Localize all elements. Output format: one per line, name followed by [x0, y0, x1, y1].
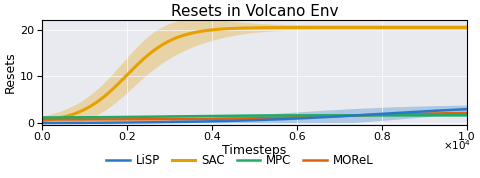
MOReL — [290, 116, 296, 118]
Y-axis label: Resets: Resets — [4, 52, 17, 93]
X-axis label: Timesteps: Timesteps — [222, 144, 287, 157]
MPC — [424, 114, 430, 116]
SAC — [299, 26, 305, 28]
MPC — [40, 116, 46, 119]
LiSP — [292, 117, 298, 120]
MOReL — [397, 113, 403, 115]
LiSP — [299, 117, 305, 119]
MPC — [397, 114, 403, 116]
MOReL — [39, 118, 45, 121]
LiSP — [40, 122, 46, 124]
Line: MOReL: MOReL — [42, 113, 467, 119]
Legend: LiSP, SAC, MPC, MOReL: LiSP, SAC, MPC, MOReL — [102, 150, 378, 172]
SAC — [464, 26, 470, 28]
MPC — [299, 114, 305, 116]
MOReL — [40, 118, 46, 121]
LiSP — [424, 110, 430, 112]
SAC — [40, 119, 46, 122]
MOReL — [292, 116, 298, 118]
Title: Resets in Volcano Env: Resets in Volcano Env — [170, 4, 338, 19]
LiSP — [39, 122, 45, 124]
MOReL — [424, 112, 430, 115]
MOReL — [299, 116, 305, 118]
Line: LiSP: LiSP — [42, 109, 467, 123]
LiSP — [464, 108, 470, 110]
SAC — [397, 26, 403, 28]
SAC — [292, 26, 298, 28]
SAC — [39, 120, 45, 122]
Line: MPC: MPC — [42, 115, 467, 117]
SAC — [424, 26, 430, 28]
MPC — [292, 114, 298, 116]
LiSP — [290, 118, 296, 120]
MPC — [290, 114, 296, 116]
MPC — [464, 114, 470, 116]
Text: $\times10^4$: $\times10^4$ — [443, 138, 471, 152]
Line: SAC: SAC — [42, 27, 467, 121]
MOReL — [464, 112, 470, 114]
SAC — [290, 26, 296, 28]
LiSP — [397, 112, 403, 114]
MPC — [39, 116, 45, 119]
